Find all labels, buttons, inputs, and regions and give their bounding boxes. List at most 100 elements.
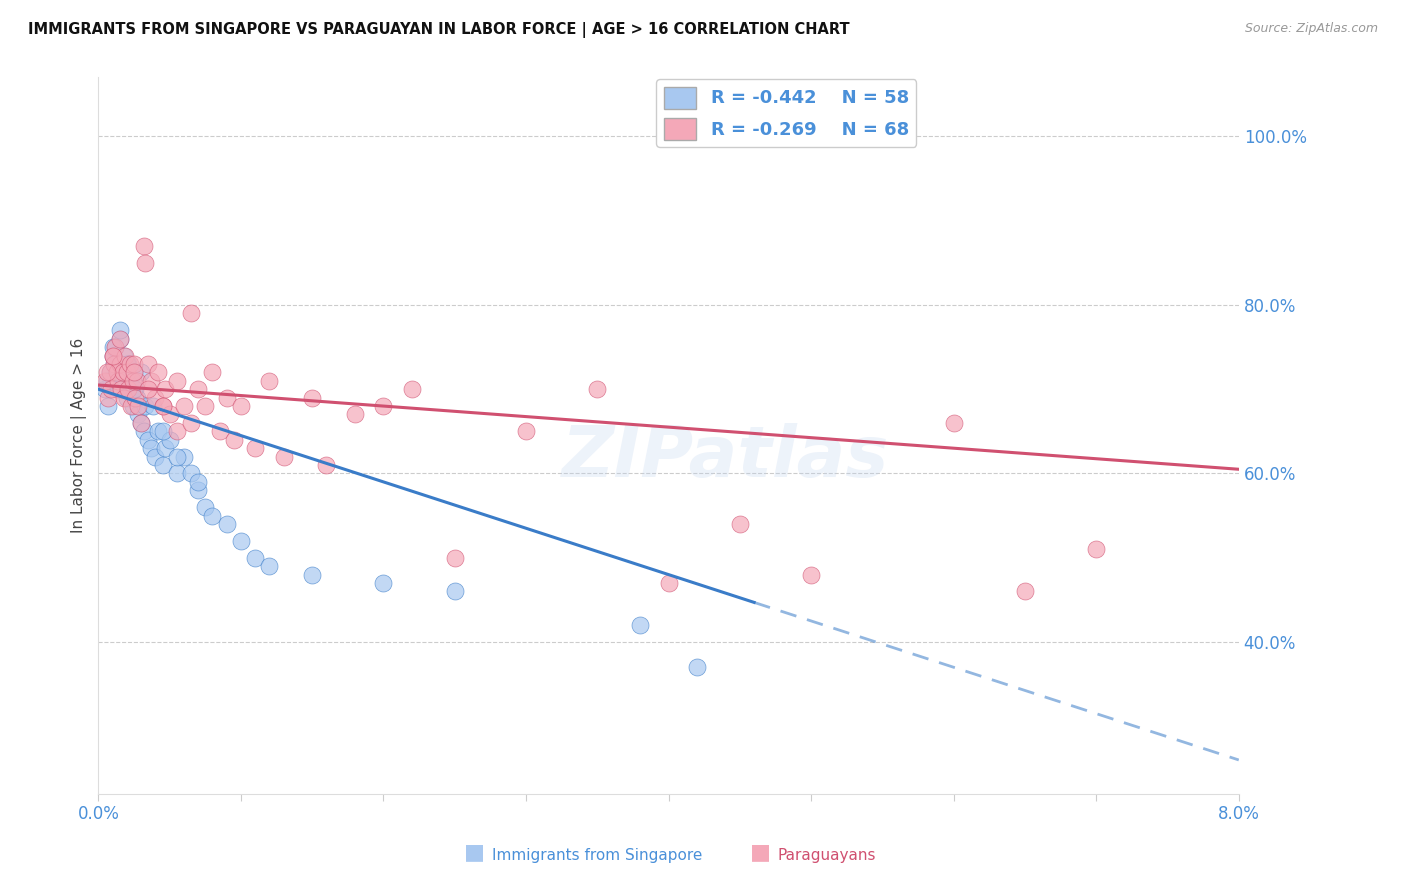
Point [194, 500, 217, 515]
Point [120, 382, 142, 396]
Point [443, 584, 465, 599]
Point [104, 340, 127, 354]
Point [259, 374, 281, 388]
Point [111, 374, 134, 388]
Point [98, 365, 121, 379]
Point [141, 399, 163, 413]
Point [301, 567, 323, 582]
Text: ■: ■ [464, 843, 485, 863]
Point [97, 399, 120, 413]
Point [125, 374, 148, 388]
Point [118, 374, 141, 388]
Point [98, 365, 121, 379]
Point [132, 425, 155, 439]
Point [117, 382, 139, 396]
Point [112, 349, 135, 363]
Point [201, 365, 224, 379]
Point [187, 483, 209, 498]
Point [259, 559, 281, 574]
Text: ZIPatlas: ZIPatlas [562, 423, 889, 491]
Point [155, 382, 177, 396]
Point [129, 416, 152, 430]
Point [124, 391, 146, 405]
Point [104, 340, 127, 354]
Point [159, 408, 181, 422]
Point [173, 399, 195, 413]
Text: ■: ■ [749, 843, 770, 863]
Point [215, 516, 238, 531]
Point [194, 399, 217, 413]
Point [208, 425, 231, 439]
Point [122, 382, 145, 396]
Point [373, 399, 395, 413]
Point [132, 239, 155, 253]
Point [443, 550, 465, 565]
Point [108, 357, 131, 371]
Point [117, 357, 139, 371]
Point [180, 467, 202, 481]
Point [108, 332, 131, 346]
Point [628, 618, 651, 632]
Point [187, 475, 209, 489]
Point [152, 399, 174, 413]
Point [148, 365, 170, 379]
Point [166, 425, 188, 439]
Point [166, 467, 188, 481]
Point [139, 441, 162, 455]
Text: Paraguayans: Paraguayans [778, 847, 876, 863]
Point [152, 399, 174, 413]
Point [301, 391, 323, 405]
Point [134, 399, 156, 413]
Point [122, 365, 145, 379]
Point [180, 306, 202, 320]
Point [166, 374, 188, 388]
Legend: R = -0.442    N = 58, R = -0.269    N = 68: R = -0.442 N = 58, R = -0.269 N = 68 [657, 79, 917, 147]
Point [166, 450, 188, 464]
Point [136, 357, 159, 371]
Point [152, 425, 174, 439]
Point [173, 450, 195, 464]
Point [180, 416, 202, 430]
Point [115, 357, 138, 371]
Point [315, 458, 337, 472]
Text: Immigrants from Singapore: Immigrants from Singapore [492, 847, 703, 863]
Point [111, 365, 134, 379]
Point [222, 433, 245, 447]
Point [229, 399, 252, 413]
Point [215, 391, 238, 405]
Point [136, 433, 159, 447]
Point [124, 382, 146, 396]
Point [118, 357, 141, 371]
Text: IMMIGRANTS FROM SINGAPORE VS PARAGUAYAN IN LABOR FORCE | AGE > 16 CORRELATION CH: IMMIGRANTS FROM SINGAPORE VS PARAGUAYAN … [28, 22, 849, 38]
Point [136, 382, 159, 396]
Point [107, 382, 129, 396]
Point [115, 365, 138, 379]
Point [1085, 542, 1108, 557]
Point [243, 550, 266, 565]
Point [515, 425, 537, 439]
Point [658, 576, 681, 591]
Point [114, 365, 136, 379]
Point [127, 399, 149, 413]
Point [107, 374, 129, 388]
Point [229, 533, 252, 548]
Point [112, 391, 135, 405]
Point [134, 256, 156, 270]
Point [139, 374, 162, 388]
Point [101, 349, 124, 363]
Point [942, 416, 965, 430]
Point [1014, 584, 1036, 599]
Point [129, 416, 152, 430]
Point [201, 508, 224, 523]
Point [101, 349, 124, 363]
Point [401, 382, 423, 396]
Point [686, 660, 709, 674]
Point [103, 357, 125, 371]
Point [273, 450, 295, 464]
Point [100, 382, 122, 396]
Point [125, 391, 148, 405]
Point [115, 391, 138, 405]
Point [105, 365, 128, 379]
Point [152, 458, 174, 472]
Point [120, 399, 142, 413]
